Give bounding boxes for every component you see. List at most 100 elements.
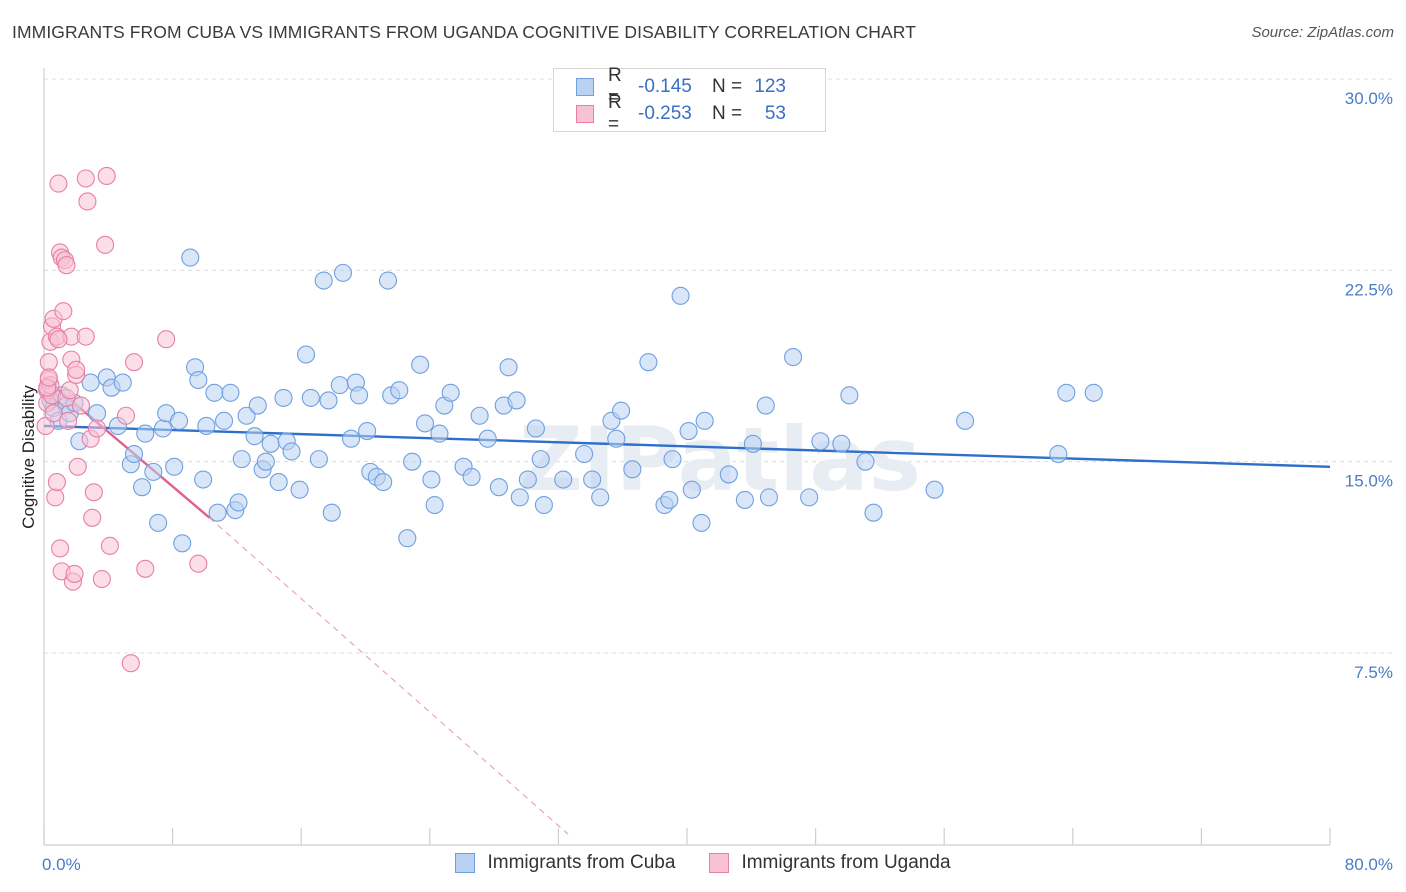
data-point-cuba xyxy=(591,488,610,507)
x-tick-label: 0.0% xyxy=(42,855,81,874)
data-point-cuba xyxy=(800,488,819,507)
data-point-cuba xyxy=(856,452,875,471)
data-point-cuba xyxy=(756,396,775,415)
data-point-uganda xyxy=(84,483,103,502)
data-point-cuba xyxy=(274,388,293,407)
legend-item-cuba[interactable]: Immigrants from Cuba xyxy=(455,852,675,874)
legend-label-uganda: Immigrants from Uganda xyxy=(741,852,951,873)
data-point-cuba xyxy=(441,383,460,402)
data-point-cuba xyxy=(237,406,256,425)
data-point-cuba xyxy=(229,493,248,512)
y-tick-label: 30.0% xyxy=(1345,89,1393,108)
data-point-cuba xyxy=(194,470,213,489)
data-point-cuba xyxy=(1084,383,1103,402)
data-point-cuba xyxy=(499,358,518,377)
data-point-cuba xyxy=(925,480,944,499)
data-point-uganda xyxy=(157,330,176,349)
legend-swatch-cuba xyxy=(576,78,594,96)
data-point-cuba xyxy=(422,470,441,489)
data-point-uganda xyxy=(51,539,70,558)
data-point-uganda xyxy=(76,169,95,188)
data-point-cuba xyxy=(87,404,107,423)
data-point-cuba xyxy=(208,503,227,522)
data-point-cuba xyxy=(197,416,216,436)
data-point-uganda xyxy=(96,235,115,254)
data-point-cuba xyxy=(205,383,224,402)
data-point-cuba xyxy=(301,388,320,407)
data-point-uganda xyxy=(136,559,155,578)
data-point-cuba xyxy=(832,434,851,453)
data-point-uganda xyxy=(59,411,78,430)
data-point-cuba xyxy=(358,422,377,441)
data-point-cuba xyxy=(153,419,173,438)
data-point-cuba xyxy=(759,488,779,507)
data-point-cuba xyxy=(682,480,701,499)
data-point-cuba xyxy=(309,450,328,469)
legend-n-value: 53 xyxy=(764,103,786,124)
data-point-cuba xyxy=(245,427,264,446)
data-point-cuba xyxy=(144,462,163,481)
data-point-cuba xyxy=(575,444,594,464)
x-tick-label: 80.0% xyxy=(1345,855,1393,874)
legend-n-label: N = xyxy=(712,103,743,124)
data-point-cuba xyxy=(639,353,658,372)
data-point-cuba xyxy=(398,529,417,548)
data-point-uganda xyxy=(76,327,95,346)
data-point-cuba xyxy=(735,490,754,509)
legend-label-cuba: Immigrants from Cuba xyxy=(487,852,676,873)
data-point-cuba xyxy=(507,391,526,410)
data-point-uganda xyxy=(54,302,73,321)
data-point-uganda xyxy=(39,368,58,387)
data-point-cuba xyxy=(341,429,361,448)
data-point-cuba xyxy=(510,488,529,507)
data-point-uganda xyxy=(60,381,79,400)
data-point-cuba xyxy=(133,478,152,497)
data-point-cuba xyxy=(248,396,267,415)
data-point-cuba xyxy=(169,411,189,430)
data-point-cuba xyxy=(864,503,883,522)
legend-r-label: R = xyxy=(608,92,622,135)
data-point-uganda xyxy=(121,654,140,673)
legend-n-value: 123 xyxy=(754,76,786,97)
data-point-cuba xyxy=(623,460,642,479)
data-point-cuba xyxy=(322,503,341,522)
data-point-uganda xyxy=(71,396,91,415)
data-point-cuba xyxy=(534,495,553,515)
data-point-cuba xyxy=(261,434,280,453)
data-point-cuba xyxy=(124,444,144,464)
grid xyxy=(44,78,1392,654)
data-point-cuba xyxy=(583,470,602,489)
legend-row-cuba: R = -0.145 N = 123 xyxy=(576,65,786,108)
legend-r-value: -0.253 xyxy=(638,103,692,124)
stats-legend: R = -0.145 N = 123 R = -0.253 N = 53 xyxy=(553,65,826,135)
data-point-uganda xyxy=(65,564,84,583)
data-point-cuba xyxy=(554,470,573,489)
data-point-uganda xyxy=(46,488,65,507)
data-point-cuba xyxy=(282,442,301,461)
data-point-uganda xyxy=(78,192,97,211)
data-point-cuba xyxy=(390,381,409,400)
x-tick-labels: 0.0% 80.0% xyxy=(42,855,1393,874)
data-point-cuba xyxy=(149,513,168,532)
data-point-cuba xyxy=(136,424,155,443)
trend-line-extension xyxy=(209,517,569,835)
axes xyxy=(43,68,1331,846)
data-point-cuba xyxy=(113,373,132,392)
data-points xyxy=(36,166,1103,673)
data-point-uganda xyxy=(57,256,76,275)
data-point-cuba xyxy=(415,414,435,433)
y-axis-label: Cognitive Disability xyxy=(19,385,38,529)
legend-swatch-uganda xyxy=(576,105,594,123)
legend-item-uganda[interactable]: Immigrants from Uganda xyxy=(709,852,951,874)
data-point-cuba xyxy=(607,429,626,448)
data-point-cuba xyxy=(462,467,481,487)
data-point-uganda xyxy=(87,419,107,438)
data-point-cuba xyxy=(374,473,393,492)
data-point-uganda xyxy=(189,554,208,573)
legend-swatch-cuba xyxy=(455,853,476,873)
data-point-cuba xyxy=(811,432,830,451)
data-point-uganda xyxy=(100,536,119,555)
data-point-cuba xyxy=(403,452,422,471)
data-point-cuba xyxy=(840,386,859,405)
